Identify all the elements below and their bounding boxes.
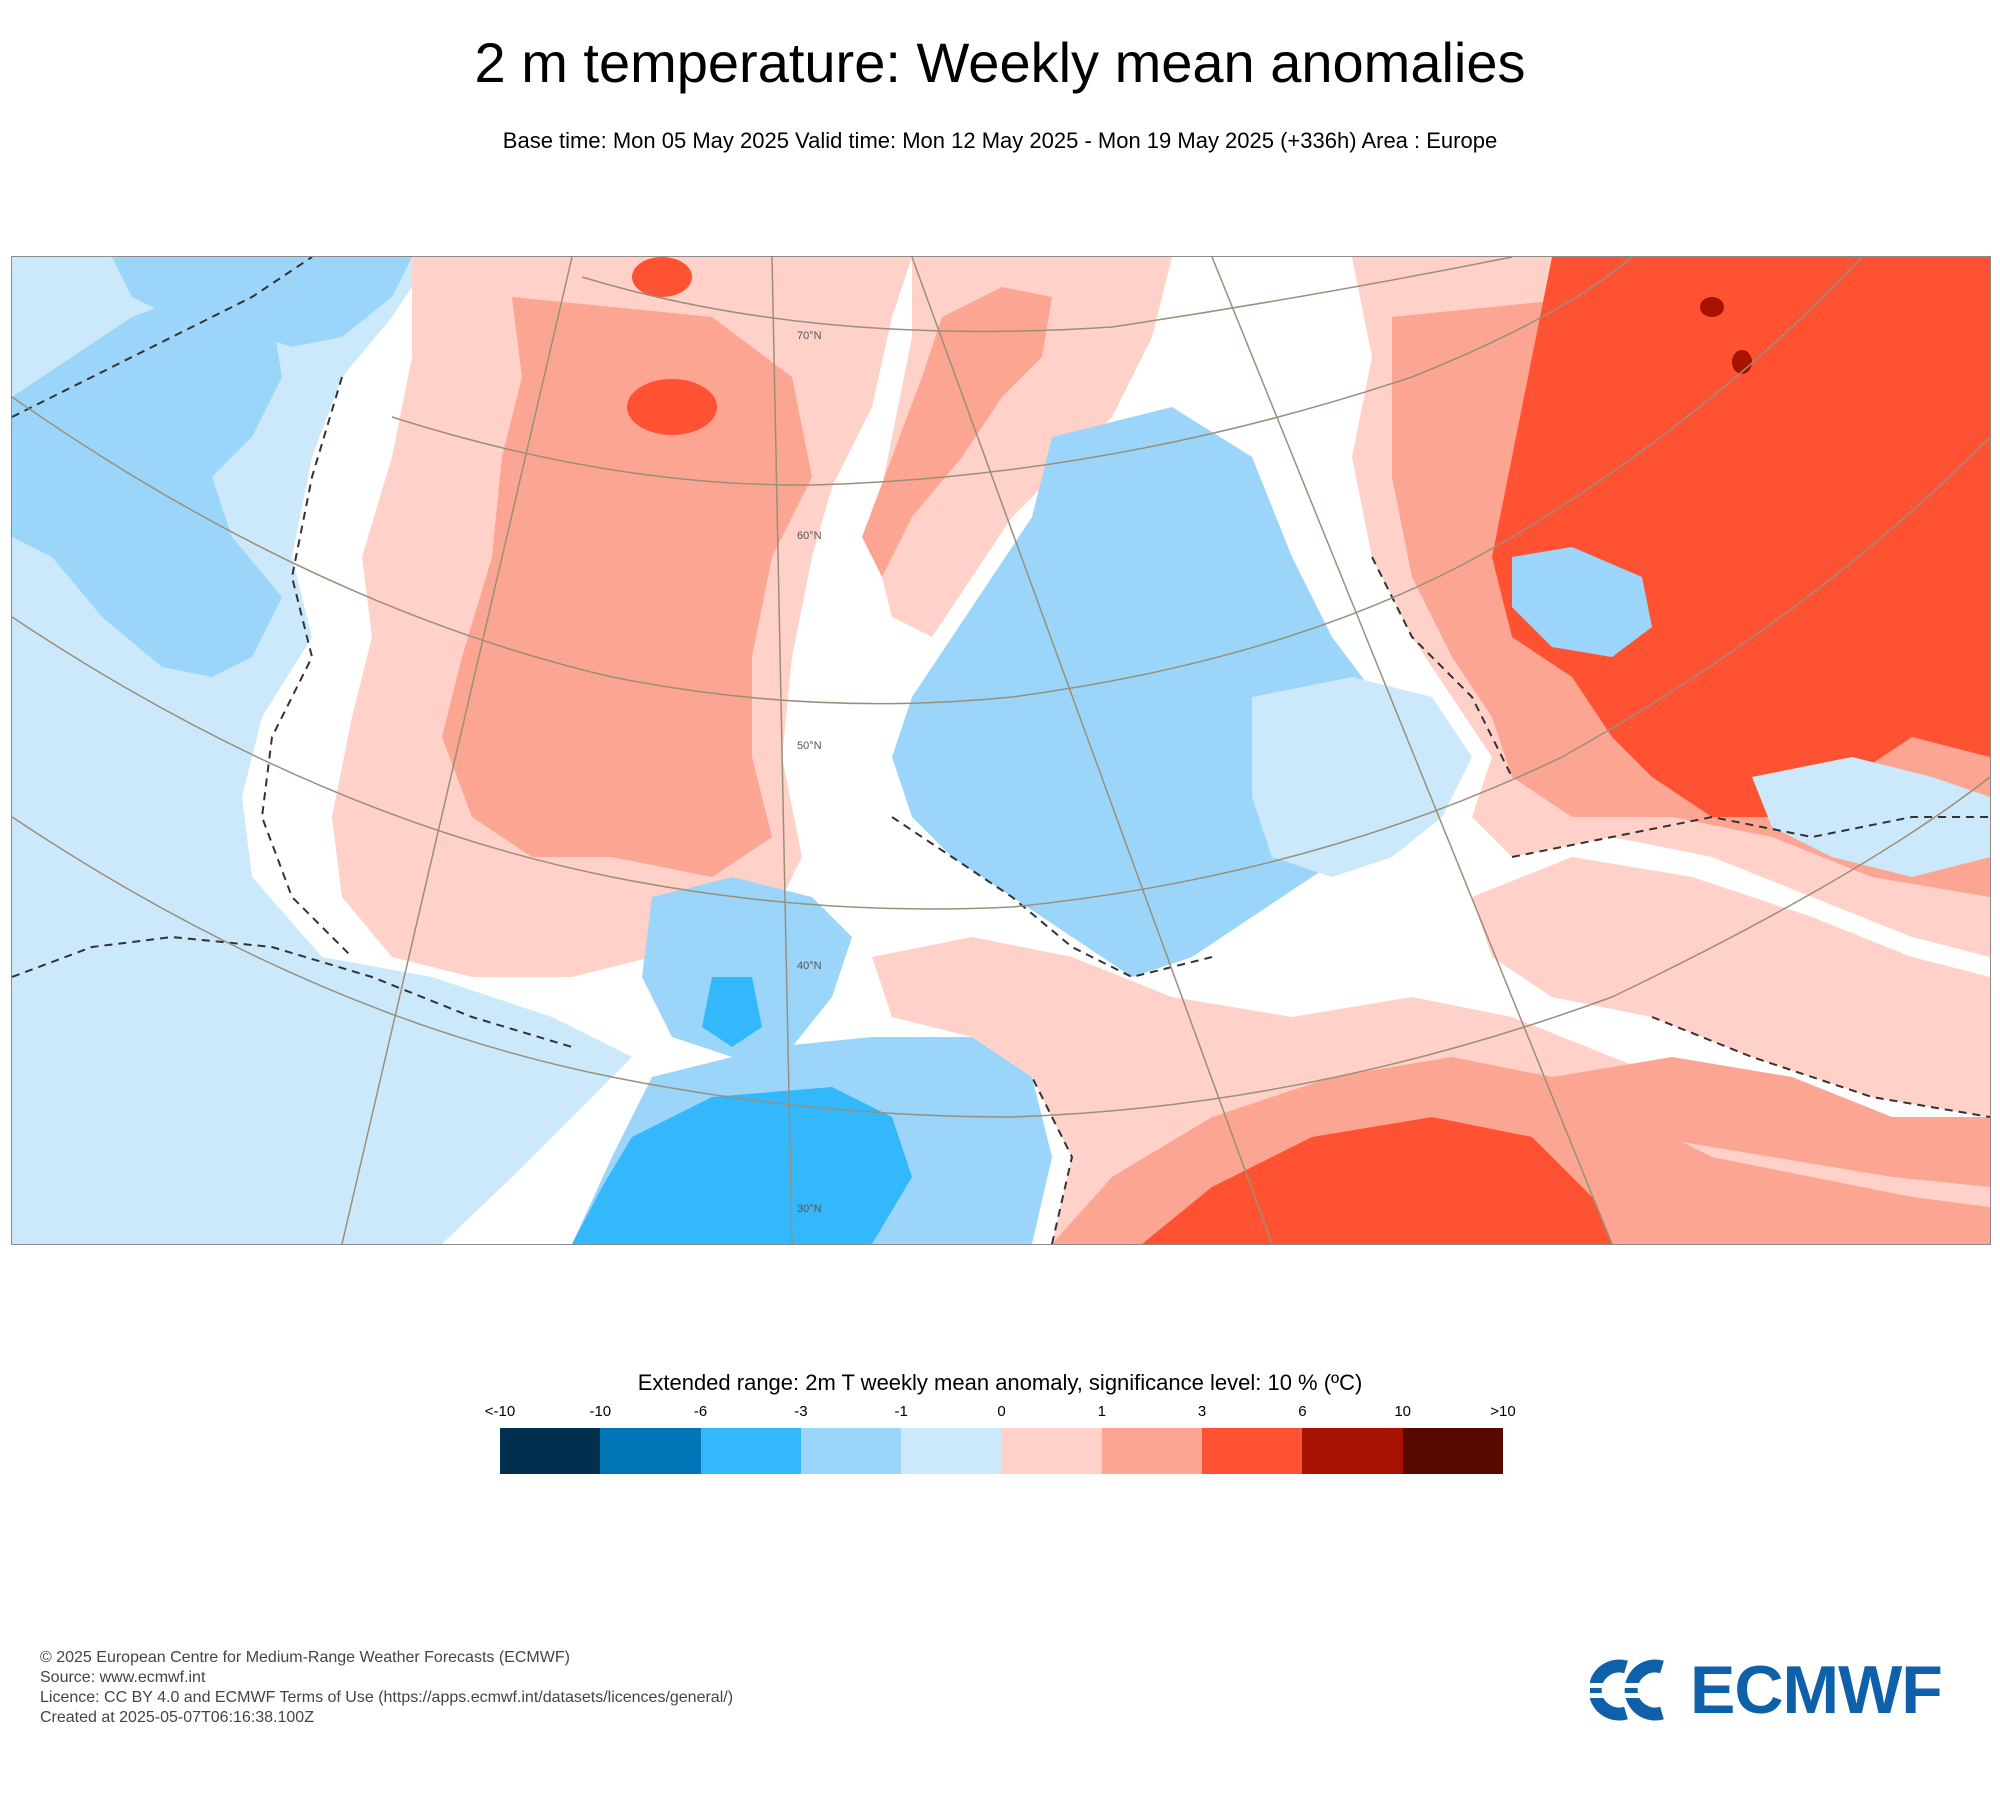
legend-tick-4: -1: [894, 1403, 908, 1420]
anomaly-region-russia-warm-extreme-1: [1700, 297, 1724, 317]
anomaly-region-greenland-warm: [632, 257, 692, 297]
legend-swatch-7: [1202, 1428, 1303, 1474]
chart-title: 2 m temperature: Weekly mean anomalies: [474, 31, 1526, 94]
anomaly-region-atlantic-blue: [12, 287, 282, 677]
legend-tick-1: -10: [589, 1403, 612, 1420]
legend-ticks: <-10 -10 -6 -3 -1 0 1 3 6 10 >10: [485, 1403, 1516, 1423]
ecmwf-logo-mark-icon: [1588, 1659, 1682, 1721]
ecmwf-logo-text: ECMWF: [1690, 1652, 1943, 1728]
anomaly-region-iberia-cold-strong: [702, 977, 762, 1047]
anomaly-region-iceland-warm: [627, 379, 717, 435]
anomaly-region-turkey-cold-light: [1752, 757, 1990, 877]
legend-title: Extended range: 2m T weekly mean anomaly…: [637, 1370, 1363, 1395]
legend-tick-8: 6: [1298, 1403, 1307, 1420]
footer-copyright: © 2025 European Centre for Medium-Range …: [40, 1649, 570, 1666]
anomaly-region-norway-warm-mid: [862, 287, 1052, 577]
legend-tick-3: -3: [794, 1403, 808, 1420]
legend-tick-7: 3: [1197, 1403, 1207, 1420]
anomaly-region-middle-east-warm-light: [1472, 857, 1990, 1117]
footer-licence: Licence: CC BY 4.0 and ECMWF Terms of Us…: [40, 1689, 734, 1706]
anomaly-region-greenland-blue: [112, 257, 412, 347]
legend-swatch-2: [700, 1428, 801, 1474]
anomaly-region-russia-warm-strong: [1492, 257, 1990, 817]
anomaly-map: 70°N 60°N 50°N 40°N 30°N: [11, 256, 1991, 1245]
anomaly-region-middle-east-warm-mid: [1552, 1057, 1990, 1187]
legend-swatch-8: [1302, 1428, 1403, 1474]
anomaly-region-north-africa-cold-strong: [572, 1087, 912, 1244]
lat-label-30: 30°N: [797, 1203, 822, 1215]
legend-tick-10: >10: [1490, 1403, 1516, 1420]
anomaly-region-north-atlantic-warm-mid: [442, 297, 812, 877]
anomaly-region-black-sea-cold-light: [1252, 677, 1472, 877]
legend-tick-6: 1: [1097, 1403, 1106, 1420]
legend-swatch-1: [600, 1428, 701, 1474]
legend-tick-0: <-10: [484, 1403, 516, 1420]
legend-swatch-4: [901, 1428, 1002, 1474]
legend-swatch-3: [800, 1428, 902, 1474]
legend-colorbar: [500, 1428, 1503, 1474]
lat-label-70: 70°N: [797, 330, 822, 342]
significance-contours: [12, 257, 1990, 1244]
footer: © 2025 European Centre for Medium-Range …: [40, 1648, 733, 1728]
footer-created: Created at 2025-05-07T06:16:38.100Z: [40, 1709, 314, 1726]
legend-swatch-0: [500, 1428, 601, 1474]
legend-swatch-9: [1402, 1428, 1503, 1474]
lat-label-60: 60°N: [797, 530, 822, 542]
legend-swatch-6: [1101, 1428, 1203, 1474]
legend-tick-9: 10: [1394, 1403, 1412, 1420]
anomaly-region-russia-warm-extreme-2: [1732, 350, 1752, 374]
lat-label-40: 40°N: [797, 960, 822, 972]
chart-subtitle: Base time: Mon 05 May 2025 Valid time: M…: [502, 128, 1498, 153]
footer-source: Source: www.ecmwf.int: [40, 1669, 206, 1686]
lat-label-50: 50°N: [797, 740, 822, 752]
legend-tick-2: -6: [693, 1403, 708, 1420]
legend-tick-5: 0: [997, 1403, 1006, 1420]
legend-swatch-5: [1001, 1428, 1102, 1474]
anomaly-region-iberia-cold: [642, 877, 852, 1057]
anomaly-region-russia-caspian-cold: [1512, 547, 1652, 657]
graticule: [12, 257, 1990, 1244]
ecmwf-logo: ECMWF: [1588, 1652, 1970, 1728]
anomaly-region-sahara-warm-strong: [1142, 1117, 1612, 1244]
